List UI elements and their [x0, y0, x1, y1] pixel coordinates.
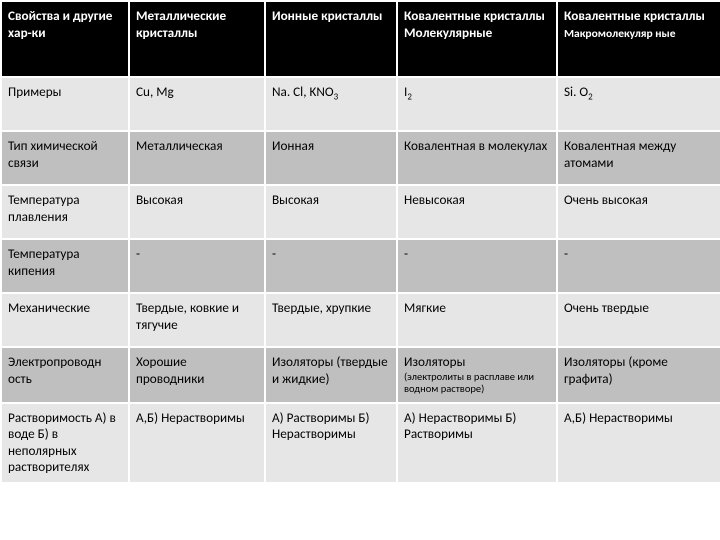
cell: Ковалентная между атомами [557, 131, 720, 185]
subscript: 2 [588, 92, 593, 103]
cell: Хорошие проводники [129, 347, 265, 403]
cell: А,Б) Нерастворимы [557, 403, 720, 483]
cell: - [397, 239, 557, 293]
row-label: Температура плавления [1, 185, 129, 239]
row-label: Растворимость А) в воде Б) в неполярных … [1, 403, 129, 483]
table-row: Электропроводн ость Хорошие проводники И… [1, 347, 720, 403]
col-header-covalent-label: Ковалентные кристаллы [564, 7, 705, 24]
crystals-table: Свойства и другие хар-ки Металлические к… [0, 0, 720, 484]
cell: А) Растворимы Б) Нерастворимы [265, 403, 397, 483]
col-header-molecular: Ковалентные кристаллы Молекулярные [397, 1, 557, 77]
cell-text: Изоляторы [404, 353, 465, 370]
cell: - [129, 239, 265, 293]
cell: Изоляторы (электролиты в расплаве или во… [397, 347, 557, 403]
cell: Невысокая [397, 185, 557, 239]
cell: А) Нерастворимы Б) Растворимы [397, 403, 557, 483]
cell: Изоляторы (твердые и жидкие) [265, 347, 397, 403]
cell: I2 [397, 77, 557, 131]
cell: Na. Cl, KNO3 [265, 77, 397, 131]
cell: Очень твердые [557, 293, 720, 347]
table-body: Примеры Cu, Mg Na. Cl, KNO3 I2 Si. O2 Ти… [1, 77, 720, 483]
cell: Высокая [129, 185, 265, 239]
table-row: Тип химической связи Металлическая Ионна… [1, 131, 720, 185]
cell: Si. O2 [557, 77, 720, 131]
cell: - [265, 239, 397, 293]
cell-paren: (электролиты в расплаве или водном раств… [404, 371, 550, 396]
col-header-macro-subline: Макромолекуляр ные [564, 27, 676, 41]
row-label: Примеры [1, 77, 129, 131]
row-label: Тип химической связи [1, 131, 129, 185]
cell: Твердые, ковкие и тягучие [129, 293, 265, 347]
table-row: Температура плавления Высокая Высокая Не… [1, 185, 720, 239]
table-row: Температура кипения - - - - [1, 239, 720, 293]
table-header: Свойства и другие хар-ки Металлические к… [1, 1, 720, 77]
table-row: Примеры Cu, Mg Na. Cl, KNO3 I2 Si. O2 [1, 77, 720, 131]
cell: Ковалентная в молекулах [397, 131, 557, 185]
cell-text: Na. Cl, KNO [272, 83, 334, 100]
table-row: Механические Твердые, ковкие и тягучие Т… [1, 293, 720, 347]
cell: А,Б) Нерастворимы [129, 403, 265, 483]
col-header-metallic: Металлические кристаллы [129, 1, 265, 77]
cell: - [557, 239, 720, 293]
cell: Металлическая [129, 131, 265, 185]
col-header-properties: Свойства и другие хар-ки [1, 1, 129, 77]
cell: Мягкие [397, 293, 557, 347]
cell: Высокая [265, 185, 397, 239]
table-row: Растворимость А) в воде Б) в неполярных … [1, 403, 720, 483]
cell: Cu, Mg [129, 77, 265, 131]
cell: Ионная [265, 131, 397, 185]
row-label: Электропроводн ость [1, 347, 129, 403]
col-header-macromolecular: Ковалентные кристаллы Макромолекуляр ные [557, 1, 720, 77]
col-header-ionic: Ионные кристаллы [265, 1, 397, 77]
cell: Изоляторы (кроме графита) [557, 347, 720, 403]
subscript: 2 [407, 92, 412, 103]
row-label: Температура кипения [1, 239, 129, 293]
cell-text: Si. O [564, 83, 588, 100]
cell: Очень высокая [557, 185, 720, 239]
row-label: Механические [1, 293, 129, 347]
cell: Твердые, хрупкие [265, 293, 397, 347]
subscript: 3 [334, 92, 339, 103]
